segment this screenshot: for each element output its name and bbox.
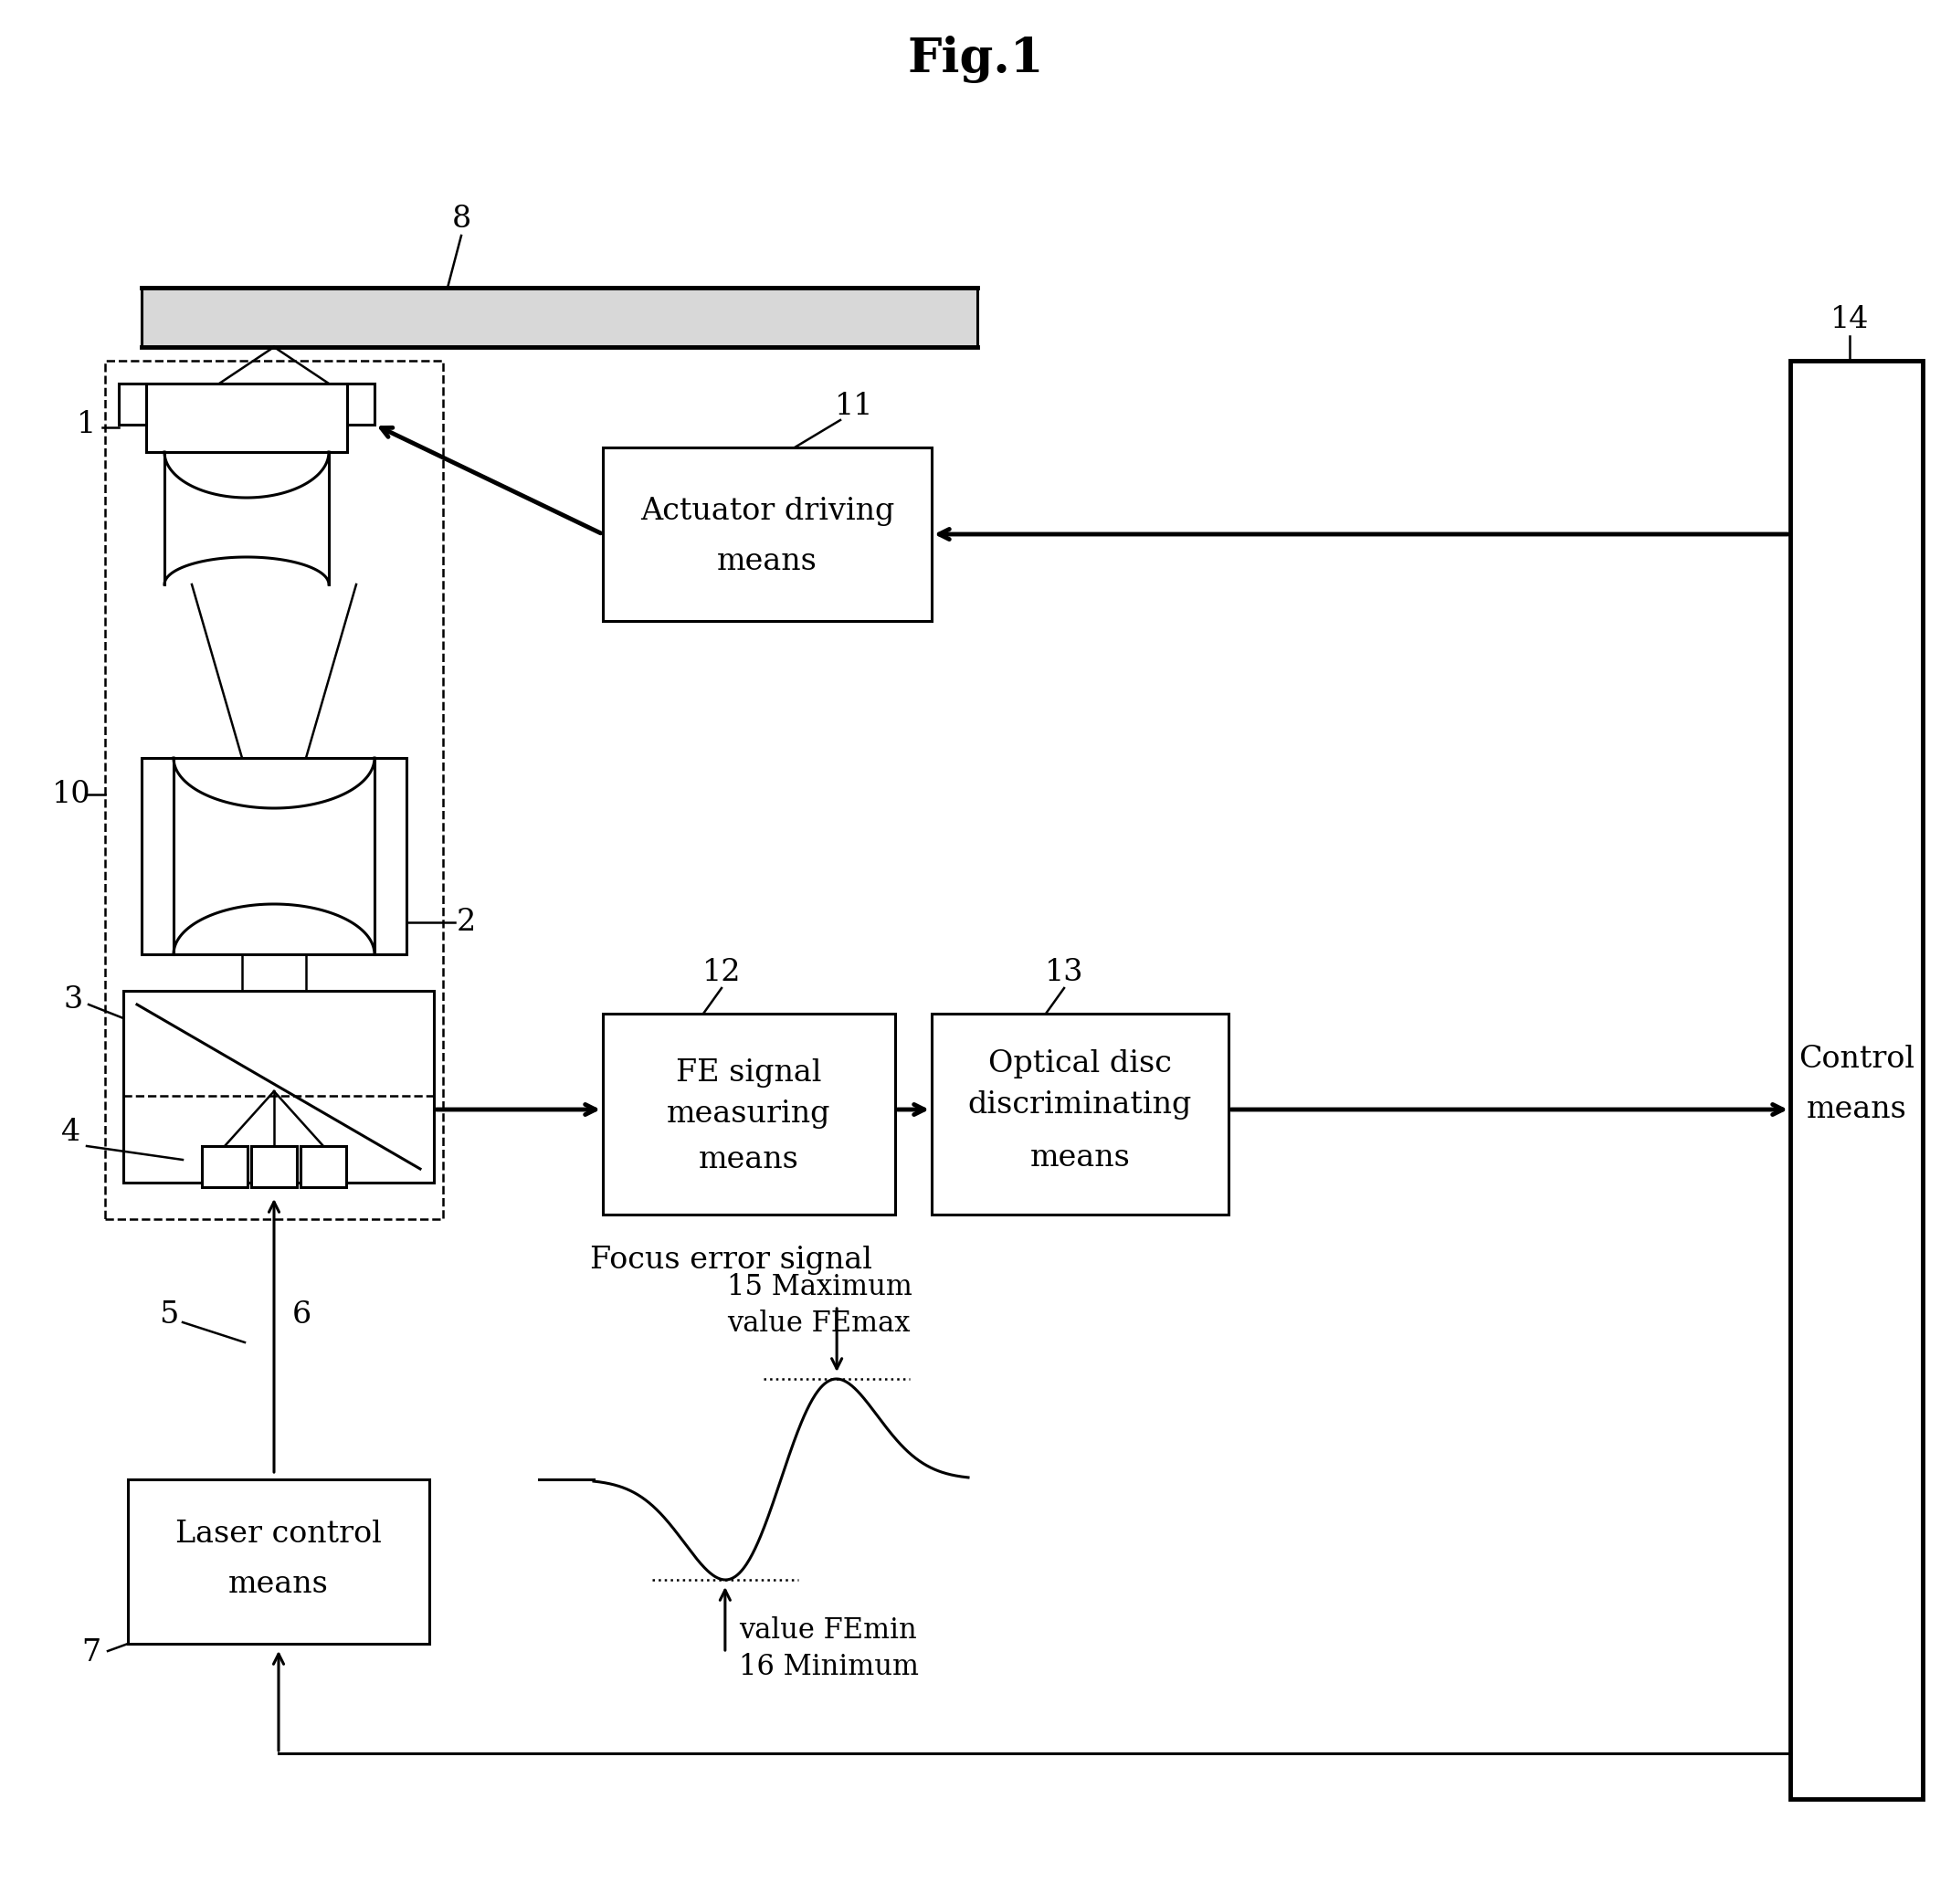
Bar <box>603 447 933 621</box>
Text: means: means <box>1807 1095 1906 1123</box>
Text: means: means <box>1030 1142 1130 1173</box>
Text: means: means <box>228 1569 330 1599</box>
Bar <box>1791 360 1922 1799</box>
Bar <box>300 1146 345 1188</box>
Bar <box>933 1013 1229 1215</box>
Bar <box>201 1146 248 1188</box>
Text: Optical disc: Optical disc <box>989 1049 1173 1078</box>
Text: 15 Maximum: 15 Maximum <box>728 1274 913 1302</box>
Text: 3: 3 <box>62 986 82 1015</box>
Bar <box>146 383 347 451</box>
Bar <box>119 383 146 425</box>
Bar <box>105 360 443 1219</box>
Bar <box>142 758 406 954</box>
Text: 4: 4 <box>62 1118 80 1146</box>
Bar <box>603 1013 896 1215</box>
Text: measuring: measuring <box>667 1099 831 1129</box>
Text: 6: 6 <box>293 1300 310 1329</box>
Text: 16 Minimum: 16 Minimum <box>739 1653 919 1681</box>
Text: 13: 13 <box>1044 958 1083 986</box>
Text: 2: 2 <box>457 908 476 937</box>
Text: value FEmax: value FEmax <box>728 1310 911 1339</box>
Text: 5: 5 <box>160 1300 179 1329</box>
Bar <box>123 990 433 1182</box>
Text: means: means <box>698 1144 800 1175</box>
Text: 1: 1 <box>78 409 96 440</box>
Text: Focus error signal: Focus error signal <box>589 1245 872 1276</box>
Text: 14: 14 <box>1830 305 1869 335</box>
Text: Fig.1: Fig.1 <box>907 36 1044 84</box>
Bar <box>129 1479 429 1643</box>
Text: FE signal: FE signal <box>677 1059 821 1087</box>
Text: means: means <box>718 546 817 577</box>
Text: 12: 12 <box>702 958 741 986</box>
Bar <box>347 383 375 425</box>
Text: Laser control: Laser control <box>176 1519 382 1548</box>
Text: 11: 11 <box>835 392 874 421</box>
Text: Actuator driving: Actuator driving <box>640 497 894 526</box>
Text: 8: 8 <box>451 204 470 234</box>
Text: value FEmin: value FEmin <box>739 1616 917 1645</box>
Bar <box>142 288 977 347</box>
Text: discriminating: discriminating <box>968 1091 1192 1120</box>
Text: 10: 10 <box>53 781 90 809</box>
Text: 7: 7 <box>82 1637 101 1668</box>
Bar <box>252 1146 297 1188</box>
Text: Control: Control <box>1799 1045 1914 1074</box>
